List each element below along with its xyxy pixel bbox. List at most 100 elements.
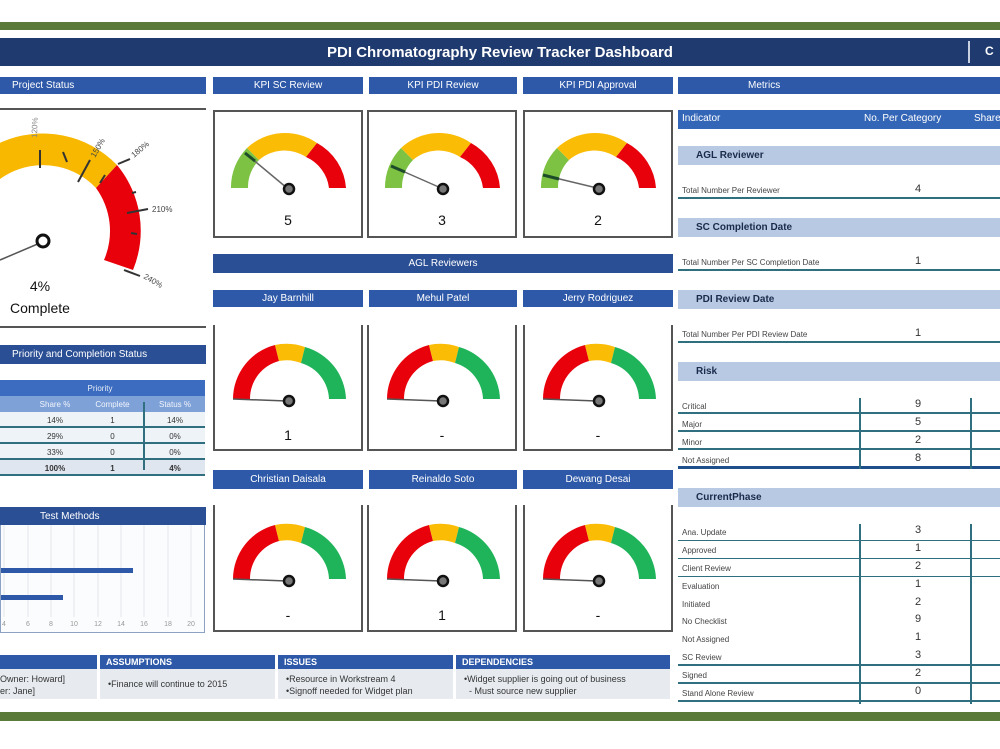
table-row-total: 100% 1 4%: [0, 460, 205, 476]
metrics-row: Total Number Per SC Completion Date 1: [678, 253, 1000, 271]
metrics-row-label: Total Number Per Reviewer: [682, 186, 780, 195]
kpi-sc-review-value: 5: [284, 212, 292, 228]
reviewer-value: 1: [284, 427, 292, 443]
cell-status: 4%: [169, 464, 181, 473]
cell-status: 0%: [169, 432, 181, 441]
cell-complete: 1: [110, 416, 115, 425]
metrics-section-current-phase: CurrentPhase: [678, 488, 1000, 507]
col-indicator: Indicator: [682, 113, 721, 124]
metrics-row-label: Major: [682, 420, 703, 429]
issues-column: ISSUES •Resource in Workstream 4 •Signof…: [278, 655, 453, 699]
issues-body: •Resource in Workstream 4 •Signoff neede…: [278, 669, 453, 699]
reviewer-value: -: [285, 607, 291, 623]
table-row: 14% 1 14%: [0, 412, 205, 428]
project-percent-value: 4%: [29, 278, 51, 294]
kpi-pdi-review-value: 3: [438, 212, 446, 228]
project-status-gauge: 120% 150% 180% 210% 240% 4% Complete: [0, 108, 206, 328]
metrics-section-pdi-review: PDI Review Date: [678, 290, 1000, 309]
phase-table-divider: [970, 524, 972, 704]
top-accent-band: [0, 22, 1000, 30]
metrics-header: Metrics: [678, 77, 1000, 94]
metrics-row-label: Evaluation: [682, 582, 720, 591]
metrics-section-risk: Risk: [678, 362, 1000, 381]
metrics-row-label: Initiated: [682, 600, 711, 609]
owners-header: [0, 655, 97, 669]
svg-text:18: 18: [164, 621, 172, 628]
svg-text:4: 4: [2, 621, 6, 628]
svg-text:14: 14: [117, 621, 125, 628]
issues-header: ISSUES: [278, 655, 453, 669]
reviewer-gauge-icon: [386, 343, 500, 408]
metrics-row: SC Review 3: [678, 649, 1000, 666]
kpi-sc-review-gauge-panel: 5: [213, 110, 363, 238]
title-right-tag: C: [985, 44, 994, 58]
agl-reviewers-header: AGL Reviewers: [213, 254, 673, 273]
test-methods-chart: 4 6 8 10 12 14 16 18 20: [0, 525, 205, 633]
priority-table: Priority Share % Complete Status % 14% 1…: [0, 380, 205, 476]
metrics-row-label: Client Review: [682, 564, 731, 573]
svg-text:8: 8: [49, 621, 53, 628]
kpi-sc-review-header: KPI SC Review: [213, 77, 363, 94]
owner-line: Owner: Howard]: [0, 674, 66, 684]
metrics-row: Major 5: [678, 416, 1000, 432]
table-row: 33% 0 0%: [0, 444, 205, 460]
table-row: 29% 0 0%: [0, 428, 205, 444]
svg-text:240%: 240%: [142, 272, 164, 290]
metrics-row-value: 2: [914, 596, 922, 608]
metrics-row-label: Critical: [682, 402, 707, 411]
phase-table-divider: [859, 524, 861, 704]
reviewer-header: Jerry Rodriguez: [523, 290, 673, 307]
kpi-gauge-icon: [540, 133, 656, 196]
assumptions-column: ASSUMPTIONS •Finance will continue to 20…: [100, 655, 275, 699]
project-gauge-dial-icon: 120% 150% 180% 210% 240%: [0, 117, 172, 290]
risk-table-divider: [970, 398, 972, 469]
metrics-row: Total Number Per Reviewer 4: [678, 181, 1000, 199]
metrics-row-value: 2: [914, 560, 922, 572]
metrics-row-label: Signed: [682, 671, 707, 680]
metrics-row-value: 1: [914, 578, 922, 590]
owners-body: Owner: Howard] er: Jane]: [0, 669, 97, 699]
reviewer-gauge-panel: -: [367, 325, 517, 451]
cell-status: 0%: [169, 448, 181, 457]
reviewer-gauge-icon: [232, 343, 346, 408]
priority-table-divider: [143, 402, 145, 470]
metrics-row-value: 1: [914, 542, 922, 554]
svg-text:120%: 120%: [30, 117, 40, 138]
metrics-row-label: Approved: [682, 546, 717, 555]
reviewer-header: Dewang Desai: [523, 470, 673, 489]
assumptions-header: ASSUMPTIONS: [100, 655, 275, 669]
svg-text:10: 10: [70, 621, 78, 628]
svg-text:12: 12: [94, 621, 102, 628]
metrics-row-value: 2: [914, 434, 922, 446]
svg-text:16: 16: [140, 621, 148, 628]
issue-item: •Signoff needed for Widget plan: [286, 686, 413, 696]
metrics-row: Minor 2: [678, 434, 1000, 450]
risk-table-divider: [859, 398, 861, 469]
reviewer-value: -: [595, 607, 601, 623]
cell-complete: 0: [110, 448, 115, 457]
reviewer-header: Reinaldo Soto: [369, 470, 517, 489]
metrics-row: Signed 2: [678, 667, 1000, 684]
metrics-row-value: 1: [914, 327, 922, 339]
project-complete-label: Complete: [10, 300, 70, 316]
reviewer-value: 1: [438, 607, 446, 623]
reviewer-gauge-icon: [542, 523, 656, 588]
metrics-row: Stand Alone Review 0: [678, 685, 1000, 702]
metrics-row-value: 2: [914, 667, 922, 679]
cell-complete: 1: [110, 464, 115, 473]
kpi-pdi-approval-header: KPI PDI Approval: [523, 77, 673, 94]
test-methods-bar-chart: 4 6 8 10 12 14 16 18 20: [1, 525, 195, 628]
metrics-row-value: 9: [914, 398, 922, 410]
dependency-item: •Widget supplier is going out of busines…: [464, 674, 626, 684]
col-status: Status %: [158, 400, 191, 409]
reviewer-header: Mehul Patel: [369, 290, 517, 307]
col-share: Share %: [39, 400, 71, 409]
metrics-row-value: 3: [914, 524, 922, 536]
metrics-row-label: Not Assigned: [682, 456, 730, 465]
svg-text:210%: 210%: [152, 205, 172, 214]
issue-item: •Resource in Workstream 4: [286, 674, 396, 684]
kpi-pdi-review-gauge-panel: 3: [367, 110, 517, 238]
reviewer-gauge-icon: [232, 523, 346, 588]
metrics-row-label: Total Number Per PDI Review Date: [682, 330, 808, 339]
reviewer-gauge-panel: 1: [367, 505, 517, 632]
